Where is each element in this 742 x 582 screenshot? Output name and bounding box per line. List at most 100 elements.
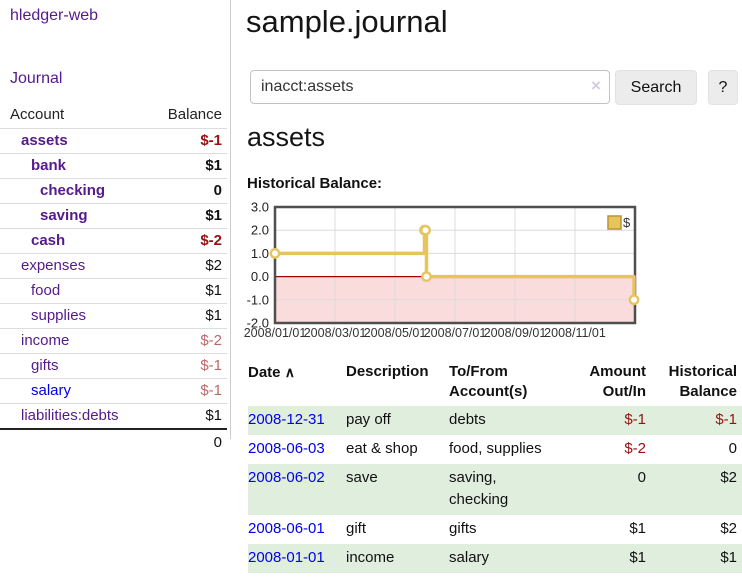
account-name-cell: salary xyxy=(0,379,151,404)
account-link-bank[interactable]: bank xyxy=(31,157,67,174)
col-header-accounts: To/From Account(s) xyxy=(449,363,528,400)
clear-search-icon[interactable]: × xyxy=(591,76,601,95)
account-row: saving $1 xyxy=(0,203,227,229)
account-name-cell: income xyxy=(0,329,151,354)
col-header-description: Description xyxy=(345,363,429,380)
search-button[interactable]: Search xyxy=(615,70,697,105)
account-balance: $-1 xyxy=(200,357,222,374)
help-button[interactable]: ? xyxy=(708,70,738,105)
svg-text:2008/09/01: 2008/09/01 xyxy=(484,326,547,340)
description-cell: pay off xyxy=(345,411,391,428)
account-link-saving[interactable]: saving xyxy=(40,207,88,224)
accounts-header-balance: Balance xyxy=(167,106,222,123)
accounts-total-value: 0 xyxy=(213,433,222,451)
account-balance: $-1 xyxy=(200,132,222,149)
account-row: food $1 xyxy=(0,278,227,304)
search-input[interactable] xyxy=(250,70,610,104)
svg-text:$: $ xyxy=(623,215,631,230)
date-cell: 2008-12-31 xyxy=(248,406,346,435)
amount-cell: $1 xyxy=(629,520,646,537)
account-link-liabilities-debts[interactable]: liabilities:debts xyxy=(21,407,119,424)
app-brand-link[interactable]: hledger-web xyxy=(10,7,99,24)
account-balance: $1 xyxy=(205,407,222,424)
description-cell: eat & shop xyxy=(345,440,418,457)
account-name-cell: cash xyxy=(0,229,151,254)
description-cell: save xyxy=(345,469,378,486)
svg-text:2008/07/01: 2008/07/01 xyxy=(424,326,487,340)
account-name-cell: supplies xyxy=(0,304,151,329)
col-header-balance: Historical Balance xyxy=(668,363,737,400)
account-link-food[interactable]: food xyxy=(31,282,61,299)
account-link-gifts[interactable]: gifts xyxy=(31,357,59,374)
svg-text:1.0: 1.0 xyxy=(251,246,269,261)
account-row: checking 0 xyxy=(0,178,227,204)
transaction-row: 2008-01-01 income salary $1 $1 xyxy=(248,544,742,573)
amount-cell: 0 xyxy=(637,469,646,486)
balance-cell: $-1 xyxy=(715,411,737,428)
account-name-cell: liabilities:debts xyxy=(0,404,151,430)
svg-text:0.0: 0.0 xyxy=(251,269,269,284)
svg-text:2008/05/01: 2008/05/01 xyxy=(364,326,427,340)
account-name-cell: saving xyxy=(0,204,151,229)
account-balance: $-2 xyxy=(200,232,222,249)
transaction-row: 2008-12-31 pay off debts $-1 $-1 xyxy=(248,406,742,435)
page-title: sample.journal xyxy=(246,4,448,39)
accounts-header-account: Account xyxy=(10,106,65,123)
sidebar: hledger-web Journal Account Balance asse… xyxy=(0,0,231,451)
col-header-date[interactable]: Date ∧ xyxy=(248,362,346,406)
svg-text:2008/03/01: 2008/03/01 xyxy=(304,326,367,340)
description-cell: gift xyxy=(345,520,366,537)
account-link-cash[interactable]: cash xyxy=(31,232,66,249)
account-balance: $-1 xyxy=(200,382,222,399)
description-cell: income xyxy=(345,549,395,566)
account-link-checking[interactable]: checking xyxy=(40,182,106,199)
account-row: assets $-1 xyxy=(0,128,227,154)
account-balance: $1 xyxy=(205,307,222,324)
accounts-cell: salary xyxy=(449,549,490,566)
svg-text:3.0: 3.0 xyxy=(251,200,269,215)
account-link-expenses[interactable]: expenses xyxy=(21,257,86,274)
account-name-cell: checking xyxy=(0,179,151,204)
account-link-assets[interactable]: assets xyxy=(21,132,68,149)
balance-cell: $2 xyxy=(720,469,737,486)
accounts-header-row: Account Balance xyxy=(0,102,227,129)
account-row: cash $-2 xyxy=(0,228,227,254)
transaction-date-link[interactable]: 2008-06-01 xyxy=(248,520,325,537)
transaction-row: 2008-06-01 gift gifts $1 $2 xyxy=(248,515,742,544)
accounts-cell: food, supplies xyxy=(449,440,542,457)
transaction-date-link[interactable]: 2008-06-03 xyxy=(248,440,325,457)
account-balance: $-2 xyxy=(200,332,222,349)
accounts-cell: debts xyxy=(449,411,486,428)
account-balance: $1 xyxy=(205,207,222,224)
accounts-table-body: assets $-1 bank $1 checking 0 saving $1 cash $-2 e… xyxy=(0,128,227,430)
balance-cell: $2 xyxy=(720,520,737,537)
amount-cell: $-2 xyxy=(624,440,646,457)
account-row: bank $1 xyxy=(0,153,227,179)
transaction-row: 2008-06-03 eat & shop food, supplies $-2 0 xyxy=(248,435,742,464)
date-cell: 2008-06-02 xyxy=(248,464,346,515)
account-link-supplies[interactable]: supplies xyxy=(31,307,87,324)
date-cell: 2008-06-01 xyxy=(248,515,346,544)
transaction-date-link[interactable]: 2008-01-01 xyxy=(248,549,325,566)
account-name-cell: assets xyxy=(0,129,151,154)
account-name-cell: expenses xyxy=(0,254,151,279)
account-row: salary $-1 xyxy=(0,378,227,404)
transaction-date-link[interactable]: 2008-06-02 xyxy=(248,469,325,486)
svg-text:-2.0: -2.0 xyxy=(247,316,269,331)
transaction-date-link[interactable]: 2008-12-31 xyxy=(248,411,325,428)
account-link-income[interactable]: income xyxy=(21,332,70,349)
account-link-salary[interactable]: salary xyxy=(31,382,72,399)
balance-cell: $1 xyxy=(720,549,737,566)
account-row: supplies $1 xyxy=(0,303,227,329)
chart-title: Historical Balance: xyxy=(247,175,383,192)
accounts-cell: saving, checking xyxy=(449,469,509,508)
balance-cell: 0 xyxy=(728,440,737,457)
col-header-amount: Amount Out/In xyxy=(589,363,646,400)
svg-text:2008/11/01: 2008/11/01 xyxy=(544,326,606,340)
transactions-table-body: 2008-12-31 pay off debts $-1 $-1 2008-06-03 ea… xyxy=(248,406,742,573)
transaction-row: 2008-06-02 save saving, checking 0 $2 xyxy=(248,464,742,515)
account-row: gifts $-1 xyxy=(0,353,227,379)
historical-balance-chart: 3.0 2.0 1.0 0.0 -1.0 -2.0 2008/01/01 2008/03/01… xyxy=(240,199,650,344)
sidebar-item-journal[interactable]: Journal xyxy=(10,70,63,87)
